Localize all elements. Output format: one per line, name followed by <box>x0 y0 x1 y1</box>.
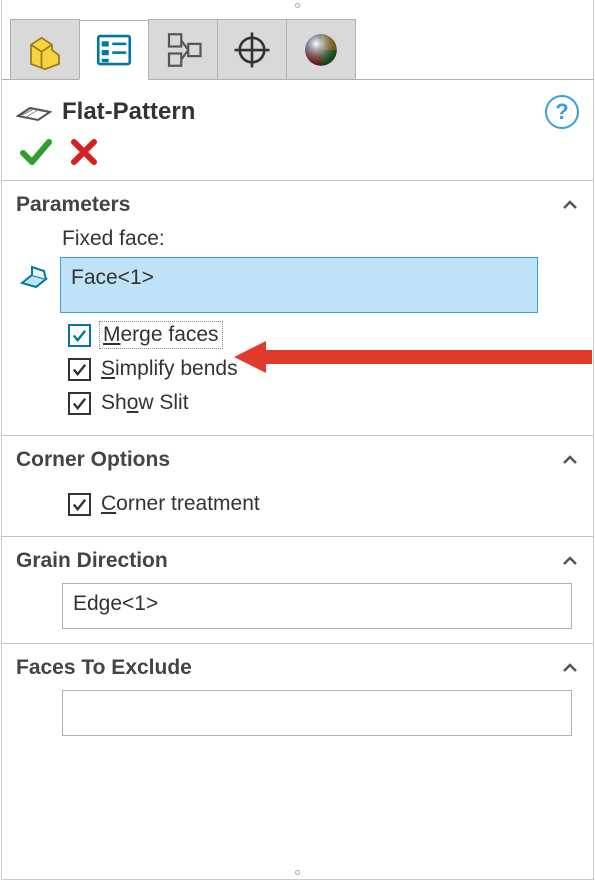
corner-treatment-row: Corner treatment <box>68 492 579 516</box>
section-header-faces-to-exclude[interactable]: Faces To Exclude <box>16 652 579 690</box>
help-button[interactable]: ? <box>545 95 579 129</box>
tab-dimxpert[interactable] <box>217 19 287 79</box>
feature-title-row: Flat-Pattern ? <box>2 80 593 134</box>
help-icon: ? <box>555 99 568 125</box>
show-slit-label[interactable]: Show Slit <box>101 391 189 415</box>
show-slit-checkbox[interactable] <box>68 392 91 415</box>
section-corner-options: Corner Options Corner treatment <box>2 436 593 537</box>
tab-feature-tree[interactable] <box>10 19 80 79</box>
grain-direction-value: Edge<1> <box>73 592 158 615</box>
flat-pattern-icon <box>16 98 52 126</box>
grain-direction-selection[interactable]: Edge<1> <box>62 583 572 629</box>
action-row <box>2 134 593 181</box>
tab-strip <box>2 10 593 80</box>
tab-configuration-manager[interactable] <box>148 19 218 79</box>
section-title: Corner Options <box>16 448 170 472</box>
collapse-icon <box>561 659 579 677</box>
simplify-bends-label[interactable]: Simplify bends <box>101 357 238 381</box>
property-manager-icon <box>93 29 135 71</box>
faces-to-exclude-selection[interactable] <box>62 690 572 736</box>
section-header-grain-direction[interactable]: Grain Direction <box>16 545 579 583</box>
cancel-button[interactable] <box>70 138 98 166</box>
collapse-icon <box>561 552 579 570</box>
corner-treatment-checkbox[interactable] <box>68 493 91 516</box>
property-panel: Flat-Pattern ? Parameters Fixed face: <box>1 0 594 880</box>
ok-button[interactable] <box>20 138 52 166</box>
appearance-sphere-icon <box>300 29 342 71</box>
section-parameters: Parameters Fixed face: Face<1> <box>2 181 593 436</box>
merge-faces-row: Merge faces <box>68 323 579 347</box>
simplify-bends-checkbox[interactable] <box>68 358 91 381</box>
drag-handle-top[interactable] <box>2 0 593 10</box>
configuration-manager-icon <box>162 29 204 71</box>
merge-faces-checkbox[interactable] <box>68 324 91 347</box>
fixed-face-value: Face<1> <box>71 266 154 289</box>
drag-handle-bottom[interactable] <box>2 867 593 877</box>
crosshair-icon <box>231 29 273 71</box>
collapse-icon <box>561 196 579 214</box>
tab-appearance[interactable] <box>286 19 356 79</box>
simplify-bends-row: Simplify bends <box>68 357 579 381</box>
section-title: Parameters <box>16 193 130 217</box>
fixed-face-icon <box>16 257 52 293</box>
section-title: Grain Direction <box>16 549 168 573</box>
fixed-face-label: Fixed face: <box>62 227 579 251</box>
feature-tree-icon <box>24 29 66 71</box>
fixed-face-selection[interactable]: Face<1> <box>60 257 538 313</box>
show-slit-row: Show Slit <box>68 391 579 415</box>
section-grain-direction: Grain Direction Edge<1> <box>2 537 593 644</box>
section-header-parameters[interactable]: Parameters <box>16 189 579 227</box>
section-header-corner-options[interactable]: Corner Options <box>16 444 579 482</box>
section-title: Faces To Exclude <box>16 656 192 680</box>
tab-property-manager[interactable] <box>79 20 149 80</box>
collapse-icon <box>561 451 579 469</box>
merge-faces-label[interactable]: Merge faces <box>101 323 221 347</box>
feature-title: Flat-Pattern <box>62 98 195 126</box>
section-faces-to-exclude: Faces To Exclude <box>2 644 593 750</box>
corner-treatment-label[interactable]: Corner treatment <box>101 492 260 516</box>
